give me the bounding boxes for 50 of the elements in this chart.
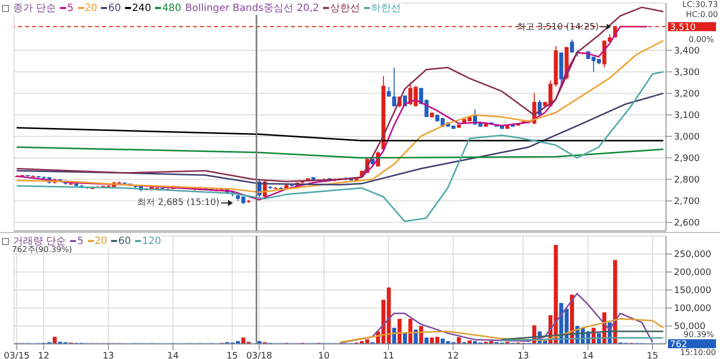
- x-tick-label: 03/15: [4, 351, 30, 359]
- x-tick-label: 03/18: [246, 351, 272, 359]
- text: 90.39%: [683, 330, 714, 340]
- legend-label: 480: [162, 2, 182, 14]
- x-tick-label: 10: [318, 351, 330, 359]
- y-tick-label: 150,000: [674, 286, 712, 296]
- annotation: 최저 2,685 (15:10): [137, 198, 220, 208]
- legend-title: 거래량 단순: [13, 235, 66, 247]
- text: LC:30.73: [682, 0, 718, 10]
- y-tick-label: 250,000: [674, 250, 712, 260]
- x-tick-label: 12: [38, 351, 50, 359]
- x-tick-label: 14: [167, 351, 179, 359]
- legend-title: 종가 단순: [13, 2, 56, 15]
- y-tick-label: 3,300: [674, 68, 700, 78]
- legend-label: 60: [108, 2, 122, 14]
- text: 15:10:00: [680, 348, 716, 358]
- text: 0.00%: [688, 35, 714, 45]
- x-tick-label: 15: [646, 351, 658, 359]
- ref-line-label: 3,510: [670, 23, 696, 34]
- x-tick-label: 13: [517, 351, 529, 359]
- legend-label: 60: [118, 236, 132, 246]
- x-tick-label: 15: [226, 351, 238, 359]
- y-tick-label: 50,000: [674, 322, 706, 332]
- y-tick-label: 100,000: [674, 304, 712, 314]
- y-tick-label: 200,000: [674, 268, 712, 278]
- legend-label: 상한선: [330, 2, 360, 15]
- y-tick-label: 2,700: [674, 197, 700, 208]
- y-tick-label: 3,000: [674, 132, 700, 143]
- x-tick-label: 13: [102, 351, 114, 359]
- legend-label: 240: [132, 2, 152, 14]
- y-tick-label: 2,600: [674, 218, 700, 229]
- text: HC:0.00: [686, 10, 718, 20]
- x-tick-label: 14: [582, 351, 594, 359]
- y-tick-label: 3,200: [674, 90, 700, 100]
- legend-label: 하한선: [371, 2, 401, 15]
- legend-label: 5: [77, 236, 84, 246]
- legend-label: 20: [94, 236, 108, 246]
- annotation: 762주(90.39%): [12, 245, 72, 255]
- x-tick-label: 12: [447, 351, 459, 359]
- annotation: Bollinger Bands중심선 20,2: [185, 2, 319, 15]
- x-tick-label: 11: [382, 351, 394, 359]
- y-tick-label: 3,100: [674, 111, 700, 122]
- legend-label: 20: [84, 2, 98, 14]
- y-tick-label: 3,400: [674, 46, 700, 57]
- legend-label: 5: [67, 2, 74, 14]
- legend-label: 120: [142, 236, 162, 246]
- y-tick-label: 2,800: [674, 176, 700, 186]
- ref-line-label: 762: [670, 340, 688, 350]
- annotation: 최고 3,510 (14:25): [516, 22, 599, 33]
- y-tick-label: 2,900: [674, 154, 700, 164]
